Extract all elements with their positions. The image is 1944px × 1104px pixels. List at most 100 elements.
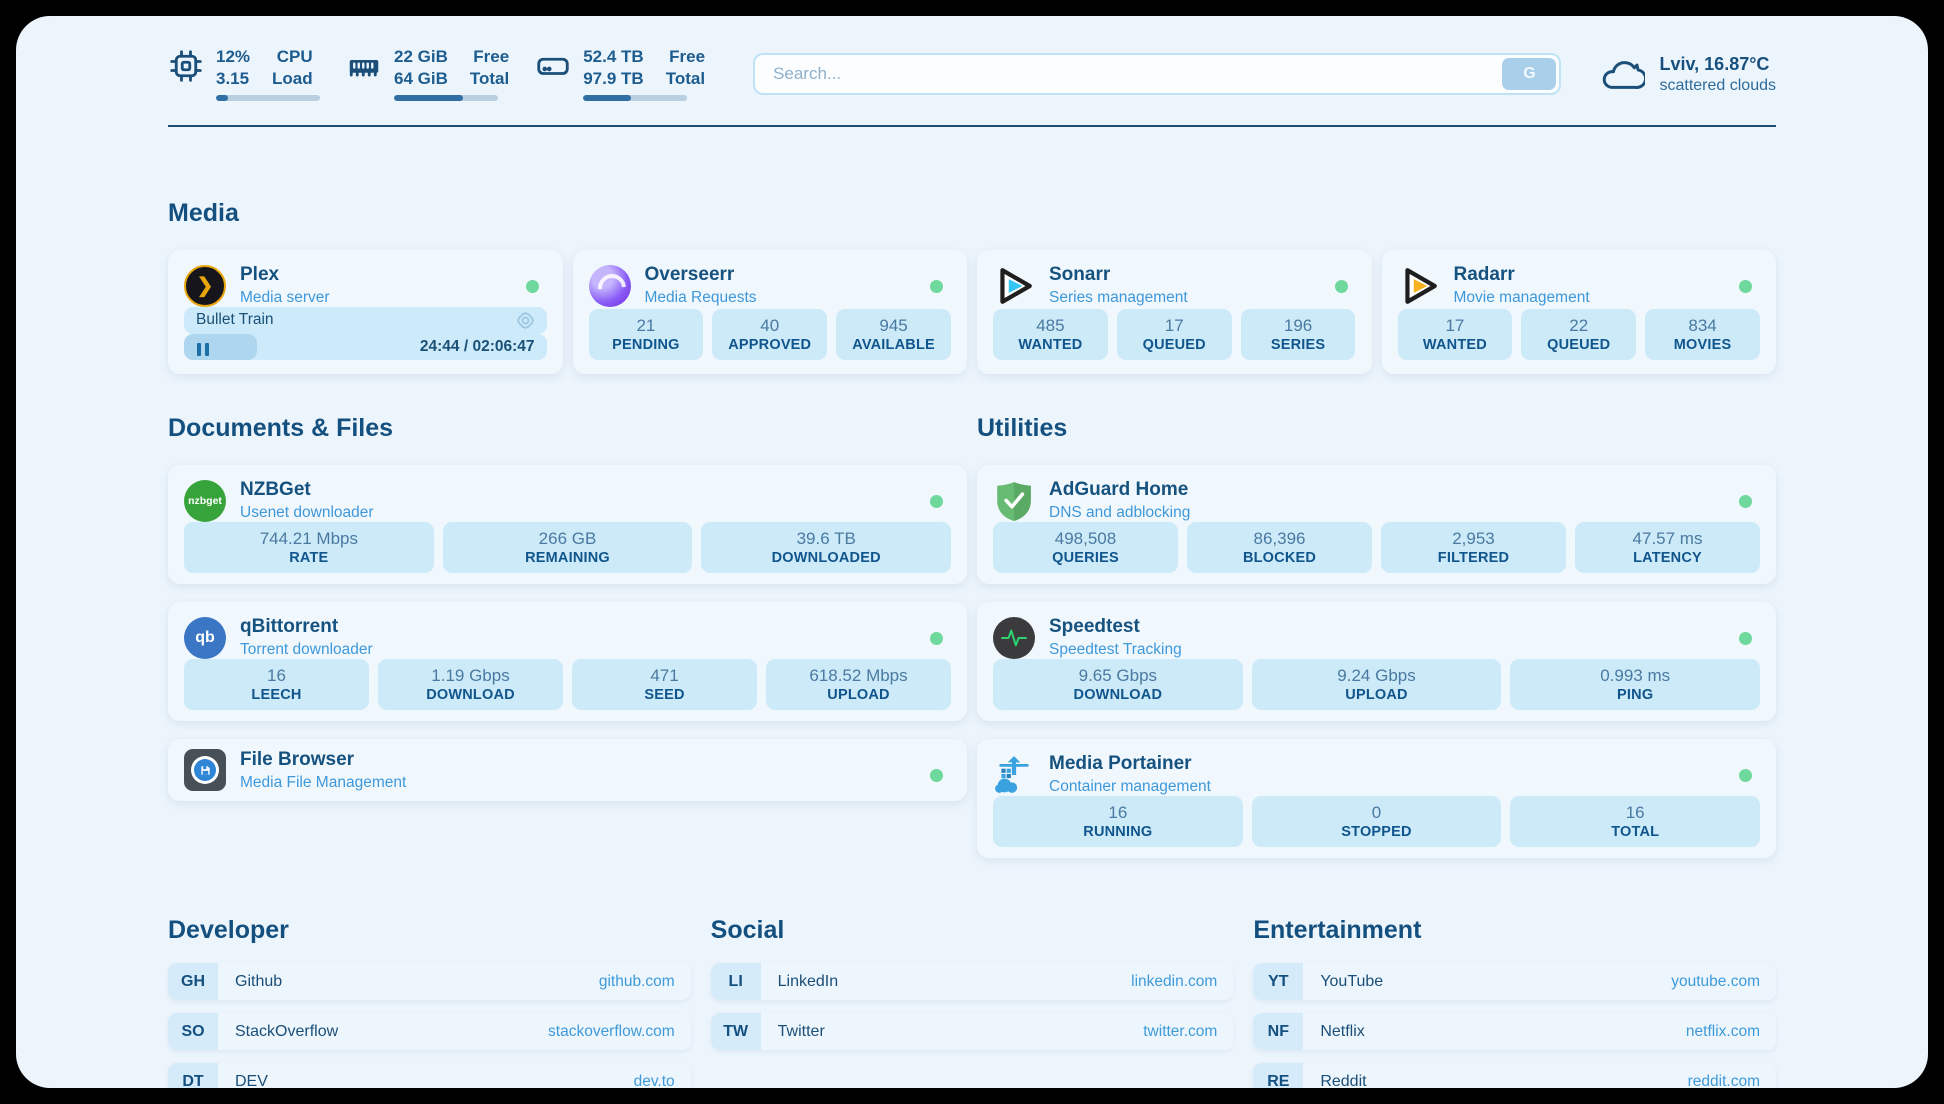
link-name: Github <box>235 972 283 990</box>
section-title-developer: Developer <box>168 916 289 945</box>
gear-icon[interactable] <box>516 311 535 330</box>
ram-bar <box>394 95 498 102</box>
link-twitter[interactable]: TW Twitter twitter.com <box>710 1013 1234 1051</box>
service-name: qBittorrent <box>240 616 339 638</box>
portainer-icon <box>993 754 1035 796</box>
service-name: Plex <box>240 264 280 286</box>
status-dot <box>1739 495 1752 509</box>
cpu-label-1: CPU <box>276 47 313 66</box>
stat-latency: 47.57 ms LATENCY <box>1575 521 1760 574</box>
card-nzbget[interactable]: nzbget NZBGet Usenet downloader 744.21 M… <box>168 465 967 585</box>
sonarr-icon <box>993 265 1035 307</box>
stat-approved: 40 APPROVED <box>712 308 828 361</box>
stat-queries: 498,508 QUERIES <box>993 521 1178 574</box>
link-name: Netflix <box>1320 1022 1365 1040</box>
service-subtitle: Series management <box>1049 288 1188 306</box>
ram-label-1: Free <box>473 47 510 66</box>
link-github[interactable]: GH Github github.com <box>168 963 691 1001</box>
link-badge: GH <box>168 963 218 1001</box>
link-linkedin[interactable]: LI LinkedIn linkedin.com <box>710 963 1234 1001</box>
link-badge: YT <box>1253 963 1304 1001</box>
status-dot <box>930 495 943 509</box>
cpu-bar-fill <box>216 95 229 102</box>
nzbget-icon: nzbget <box>184 479 226 522</box>
now-playing-row: Bullet Train <box>184 306 547 334</box>
stat-movies: 834 MOVIES <box>1645 308 1760 361</box>
ram-icon <box>349 60 379 77</box>
playback-progress-fill <box>184 333 257 361</box>
link-badge: LI <box>710 963 761 1001</box>
link-url: reddit.com <box>1687 1072 1760 1088</box>
entertainment-column: Entertainment YT YouTube youtube.com NF … <box>1253 916 1776 1088</box>
link-reddit[interactable]: RE Reddit reddit.com <box>1253 1063 1776 1088</box>
disk-bar <box>583 95 688 102</box>
stat-upload: 618.52 Mbps UPLOAD <box>766 658 951 711</box>
section-title-utilities: Utilities <box>977 414 1068 443</box>
service-subtitle: Media File Management <box>240 773 407 791</box>
link-dev[interactable]: DT DEV dev.to <box>168 1063 691 1088</box>
link-badge: SO <box>168 1013 218 1051</box>
weather-widget: Lviv, 16.87°C scattered clouds <box>1601 52 1776 94</box>
middle-columns: Documents & Files nzbget NZBGet Usenet d… <box>168 414 1776 859</box>
status-dot <box>930 632 943 646</box>
link-url: github.com <box>598 972 675 990</box>
link-badge: NF <box>1253 1013 1304 1051</box>
card-filebrowser[interactable]: File Browser Media File Management <box>168 739 967 802</box>
link-youtube[interactable]: YT YouTube youtube.com <box>1253 963 1776 1001</box>
cloud-icon <box>1603 60 1646 89</box>
card-plex[interactable]: ❯ Plex Media server Bullet Train 24:44 /… <box>168 250 563 375</box>
link-name: YouTube <box>1320 972 1384 990</box>
stat-remaining: 266 GB REMAINING <box>442 521 693 574</box>
cpu-load-value: 3.15 <box>216 69 250 89</box>
pause-icon <box>197 342 209 356</box>
playback-time: 24:44 / 02:06:47 <box>419 337 535 355</box>
link-url: netflix.com <box>1685 1022 1760 1040</box>
service-name: NZBGet <box>240 479 311 501</box>
card-adguard[interactable]: AdGuard Home DNS and adblocking 498,508 … <box>977 465 1776 585</box>
cpu-icon <box>170 50 202 82</box>
link-url: dev.to <box>633 1072 675 1088</box>
card-qbittorrent[interactable]: qb qBittorrent Torrent downloader 16 LEE… <box>168 602 967 722</box>
card-speedtest[interactable]: Speedtest Speedtest Tracking 9.65 Gbps D… <box>977 602 1776 722</box>
cpu-percent: 12% <box>216 47 251 66</box>
search-input[interactable] <box>753 52 1562 95</box>
overseerr-icon <box>588 264 631 307</box>
status-dot <box>930 280 943 294</box>
link-badge: RE <box>1253 1063 1304 1088</box>
card-overseerr[interactable]: Overseerr Media Requests 21 PENDING 40 A… <box>572 250 967 375</box>
stat-ping: 0.993 ms PING <box>1510 658 1761 711</box>
service-name: Overseerr <box>644 264 735 286</box>
media-card-grid: ❯ Plex Media server Bullet Train 24:44 /… <box>168 250 1776 375</box>
status-dot <box>1739 632 1752 646</box>
service-name: AdGuard Home <box>1049 479 1189 501</box>
stat-pending: 21 PENDING <box>588 308 704 361</box>
ram-bar-fill <box>394 95 463 102</box>
link-url: youtube.com <box>1671 972 1760 990</box>
qbittorrent-icon: qb <box>184 616 226 659</box>
stat-leech: 16 LEECH <box>184 658 369 711</box>
link-stackoverflow[interactable]: SO StackOverflow stackoverflow.com <box>168 1013 691 1051</box>
bookmark-columns: Developer GH Github github.com SO StackO… <box>168 916 1776 1088</box>
card-portainer[interactable]: Media Portainer Container management 16 … <box>977 739 1776 859</box>
card-radarr[interactable]: Radarr Movie management 17 WANTED 22 QUE… <box>1381 250 1776 375</box>
search-engine-button[interactable]: G <box>1502 57 1557 90</box>
cpu-label-2: Load <box>272 69 313 89</box>
service-subtitle: Torrent downloader <box>240 640 373 658</box>
status-dot <box>525 280 539 294</box>
service-name: Media Portainer <box>1049 753 1192 775</box>
stat-downloaded: 39.6 TB DOWNLOADED <box>701 521 952 574</box>
speedtest-icon <box>993 616 1035 659</box>
service-name: Sonarr <box>1049 264 1111 286</box>
card-sonarr[interactable]: Sonarr Series management 485 WANTED 17 Q… <box>977 250 1372 375</box>
filebrowser-icon <box>184 749 226 792</box>
section-title-documents: Documents & Files <box>168 414 394 443</box>
link-netflix[interactable]: NF Netflix netflix.com <box>1253 1013 1776 1051</box>
link-name: DEV <box>235 1072 268 1088</box>
link-name: Reddit <box>1320 1072 1367 1088</box>
service-subtitle: Usenet downloader <box>240 503 374 521</box>
service-name: Speedtest <box>1049 616 1140 638</box>
stat-stopped: 0 STOPPED <box>1251 795 1502 848</box>
disk-label-1: Free <box>669 47 706 66</box>
link-badge: TW <box>710 1013 761 1051</box>
link-name: LinkedIn <box>777 972 839 990</box>
